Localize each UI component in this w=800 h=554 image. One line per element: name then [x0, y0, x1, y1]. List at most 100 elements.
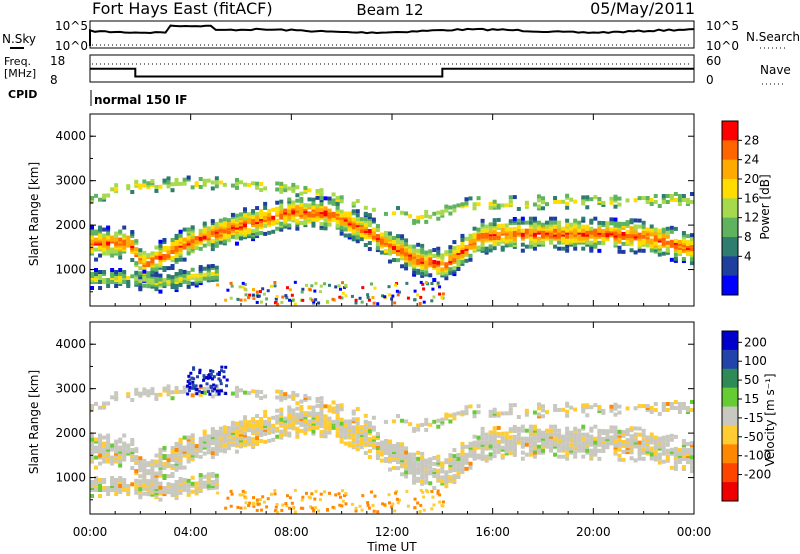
velocity-cell	[456, 452, 461, 457]
power-cell	[255, 212, 260, 217]
velocity-cell	[649, 406, 654, 410]
power-cell	[251, 229, 256, 234]
power-cell	[400, 240, 405, 245]
velocity-cell	[444, 484, 449, 489]
power-cell	[247, 212, 252, 217]
power-cell	[565, 193, 570, 198]
power-cell	[581, 216, 586, 221]
power-cell	[300, 290, 304, 294]
velocity-cell	[234, 421, 239, 426]
velocity-cell	[573, 450, 578, 455]
power-cell	[444, 250, 449, 255]
velocity-cell	[275, 408, 280, 413]
velocity-cell	[194, 485, 199, 490]
velocity-cell	[593, 436, 598, 441]
power-cell	[308, 288, 312, 292]
power-cell	[319, 192, 324, 197]
power-cell	[295, 185, 300, 190]
power-cell	[508, 199, 513, 204]
power-cell	[269, 284, 273, 288]
power-cell	[214, 221, 219, 226]
velocity-cell	[438, 500, 442, 504]
velocity-cell	[665, 408, 670, 412]
velocity-cell	[532, 440, 537, 445]
power-cell	[371, 296, 375, 300]
power-cell	[653, 227, 658, 232]
beam-title: Beam 12	[356, 1, 423, 19]
colorbar-segment	[722, 482, 738, 502]
power-cell	[138, 252, 143, 257]
velocity-cell	[150, 387, 155, 392]
date-title: 05/May/2011	[590, 0, 695, 18]
power-cell	[338, 287, 342, 291]
velocity-cell	[295, 406, 300, 411]
power-cell	[186, 274, 191, 279]
power-cell	[216, 283, 220, 287]
velocity-cell	[545, 432, 550, 437]
power-cell	[134, 247, 139, 252]
power-cell	[573, 246, 578, 251]
noise-panel: N.Sky 10^5 10^0 10^5 10^0 N.Search	[2, 19, 800, 53]
velocity-cell	[444, 458, 449, 463]
colorbar-segment	[722, 217, 738, 238]
velocity-cell	[247, 436, 252, 441]
power-cell	[323, 196, 328, 201]
velocity-cell	[488, 444, 493, 449]
power-cell	[649, 238, 654, 243]
velocity-cell	[341, 489, 345, 493]
power-cell	[681, 231, 686, 236]
power-cell	[186, 270, 191, 275]
power-cell	[214, 265, 219, 270]
velocity-cell	[323, 490, 327, 494]
power-cell	[331, 198, 336, 203]
velocity-cell	[162, 446, 167, 450]
colorbar-segment	[722, 121, 738, 141]
power-cell	[387, 231, 392, 236]
power-cell	[327, 208, 332, 213]
power-cell	[516, 206, 521, 211]
velocity-cell	[130, 448, 135, 452]
velocity-cell	[287, 405, 292, 410]
power-cell	[347, 211, 352, 216]
velocity-cell	[338, 503, 342, 507]
power-cell	[98, 280, 103, 284]
power-cell	[90, 286, 94, 290]
power-cell	[677, 239, 682, 244]
velocity-cell	[681, 402, 686, 406]
velocity-cell	[375, 454, 380, 459]
power-cell	[291, 182, 296, 187]
velocity-cell	[617, 453, 622, 458]
power-cell	[633, 218, 638, 223]
power-cell	[106, 284, 111, 288]
power-cell	[528, 240, 533, 245]
velocity-cell	[194, 444, 199, 449]
power-cell	[194, 246, 199, 251]
power-cell	[122, 270, 127, 274]
power-cell	[295, 218, 300, 223]
velocity-cell	[520, 450, 525, 455]
velocity-cell	[569, 405, 574, 410]
power-cell	[267, 208, 272, 213]
power-cell	[247, 182, 252, 187]
power-cell	[229, 281, 233, 285]
power-cell	[436, 252, 441, 257]
freq-left-tick-low: 8	[50, 73, 58, 87]
power-cell	[190, 185, 195, 190]
power-cell	[344, 283, 348, 287]
velocity-cell	[424, 470, 429, 475]
power-cell	[484, 224, 489, 229]
power-cell	[355, 231, 360, 236]
velocity-cell	[301, 495, 305, 499]
power-cell	[102, 233, 107, 238]
power-cell	[476, 233, 481, 238]
velocity-cell	[520, 424, 525, 429]
power-cell	[106, 251, 111, 256]
velocity-cell	[190, 489, 195, 494]
velocity-cell	[573, 454, 578, 459]
power-cell	[641, 224, 646, 229]
velocity-cell	[271, 415, 276, 420]
power-cell	[162, 278, 167, 283]
velocity-cell	[363, 419, 368, 424]
power-cell	[565, 201, 570, 206]
